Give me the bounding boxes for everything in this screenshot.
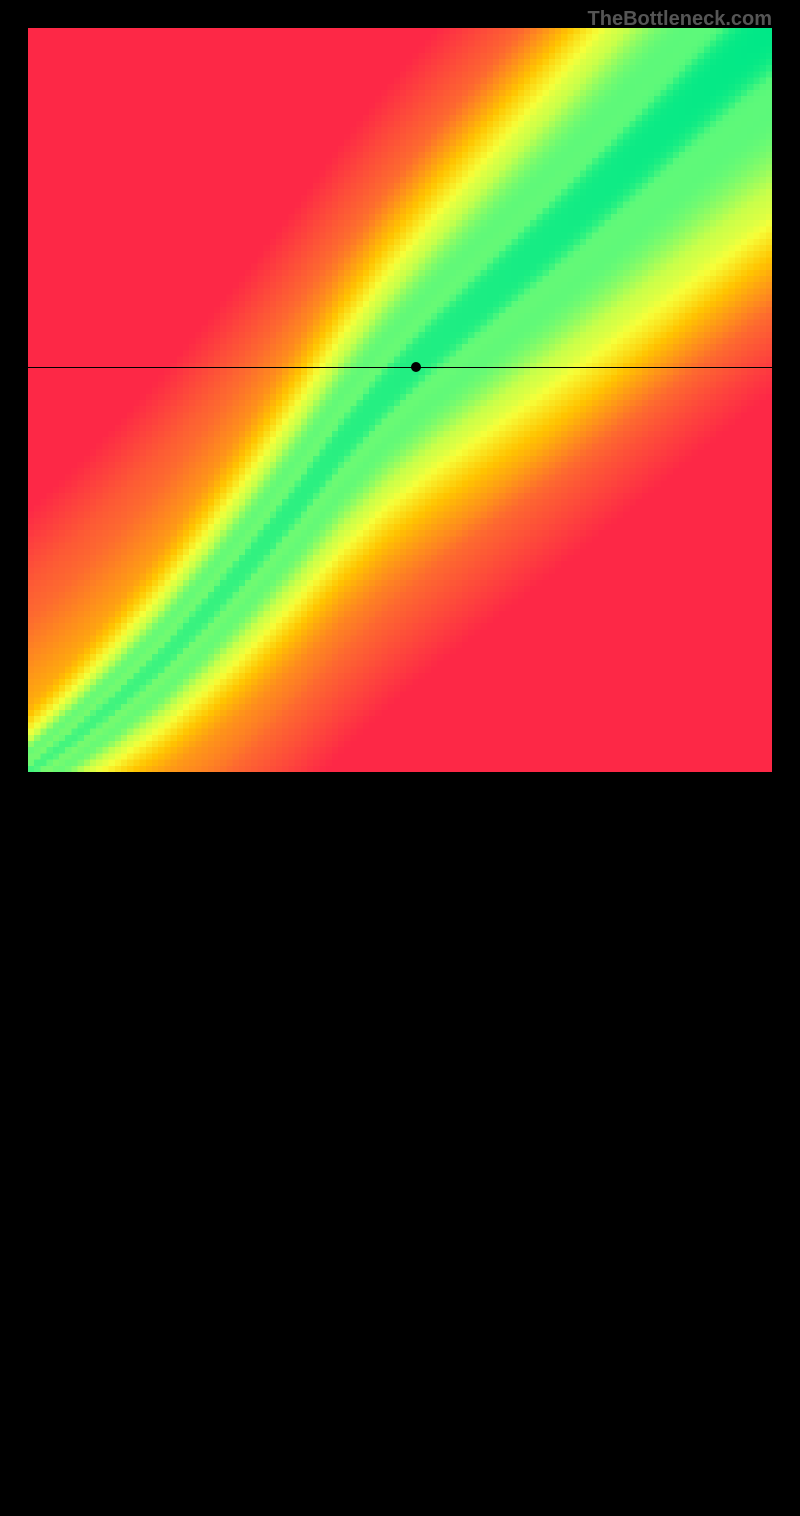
crosshair-horizontal [28, 367, 772, 368]
watermark-label: TheBottleneck.com [588, 8, 772, 31]
heatmap-canvas [28, 28, 772, 772]
heatmap-plot [28, 28, 772, 772]
crosshair-marker [411, 362, 421, 372]
crosshair-vertical [416, 772, 417, 1516]
